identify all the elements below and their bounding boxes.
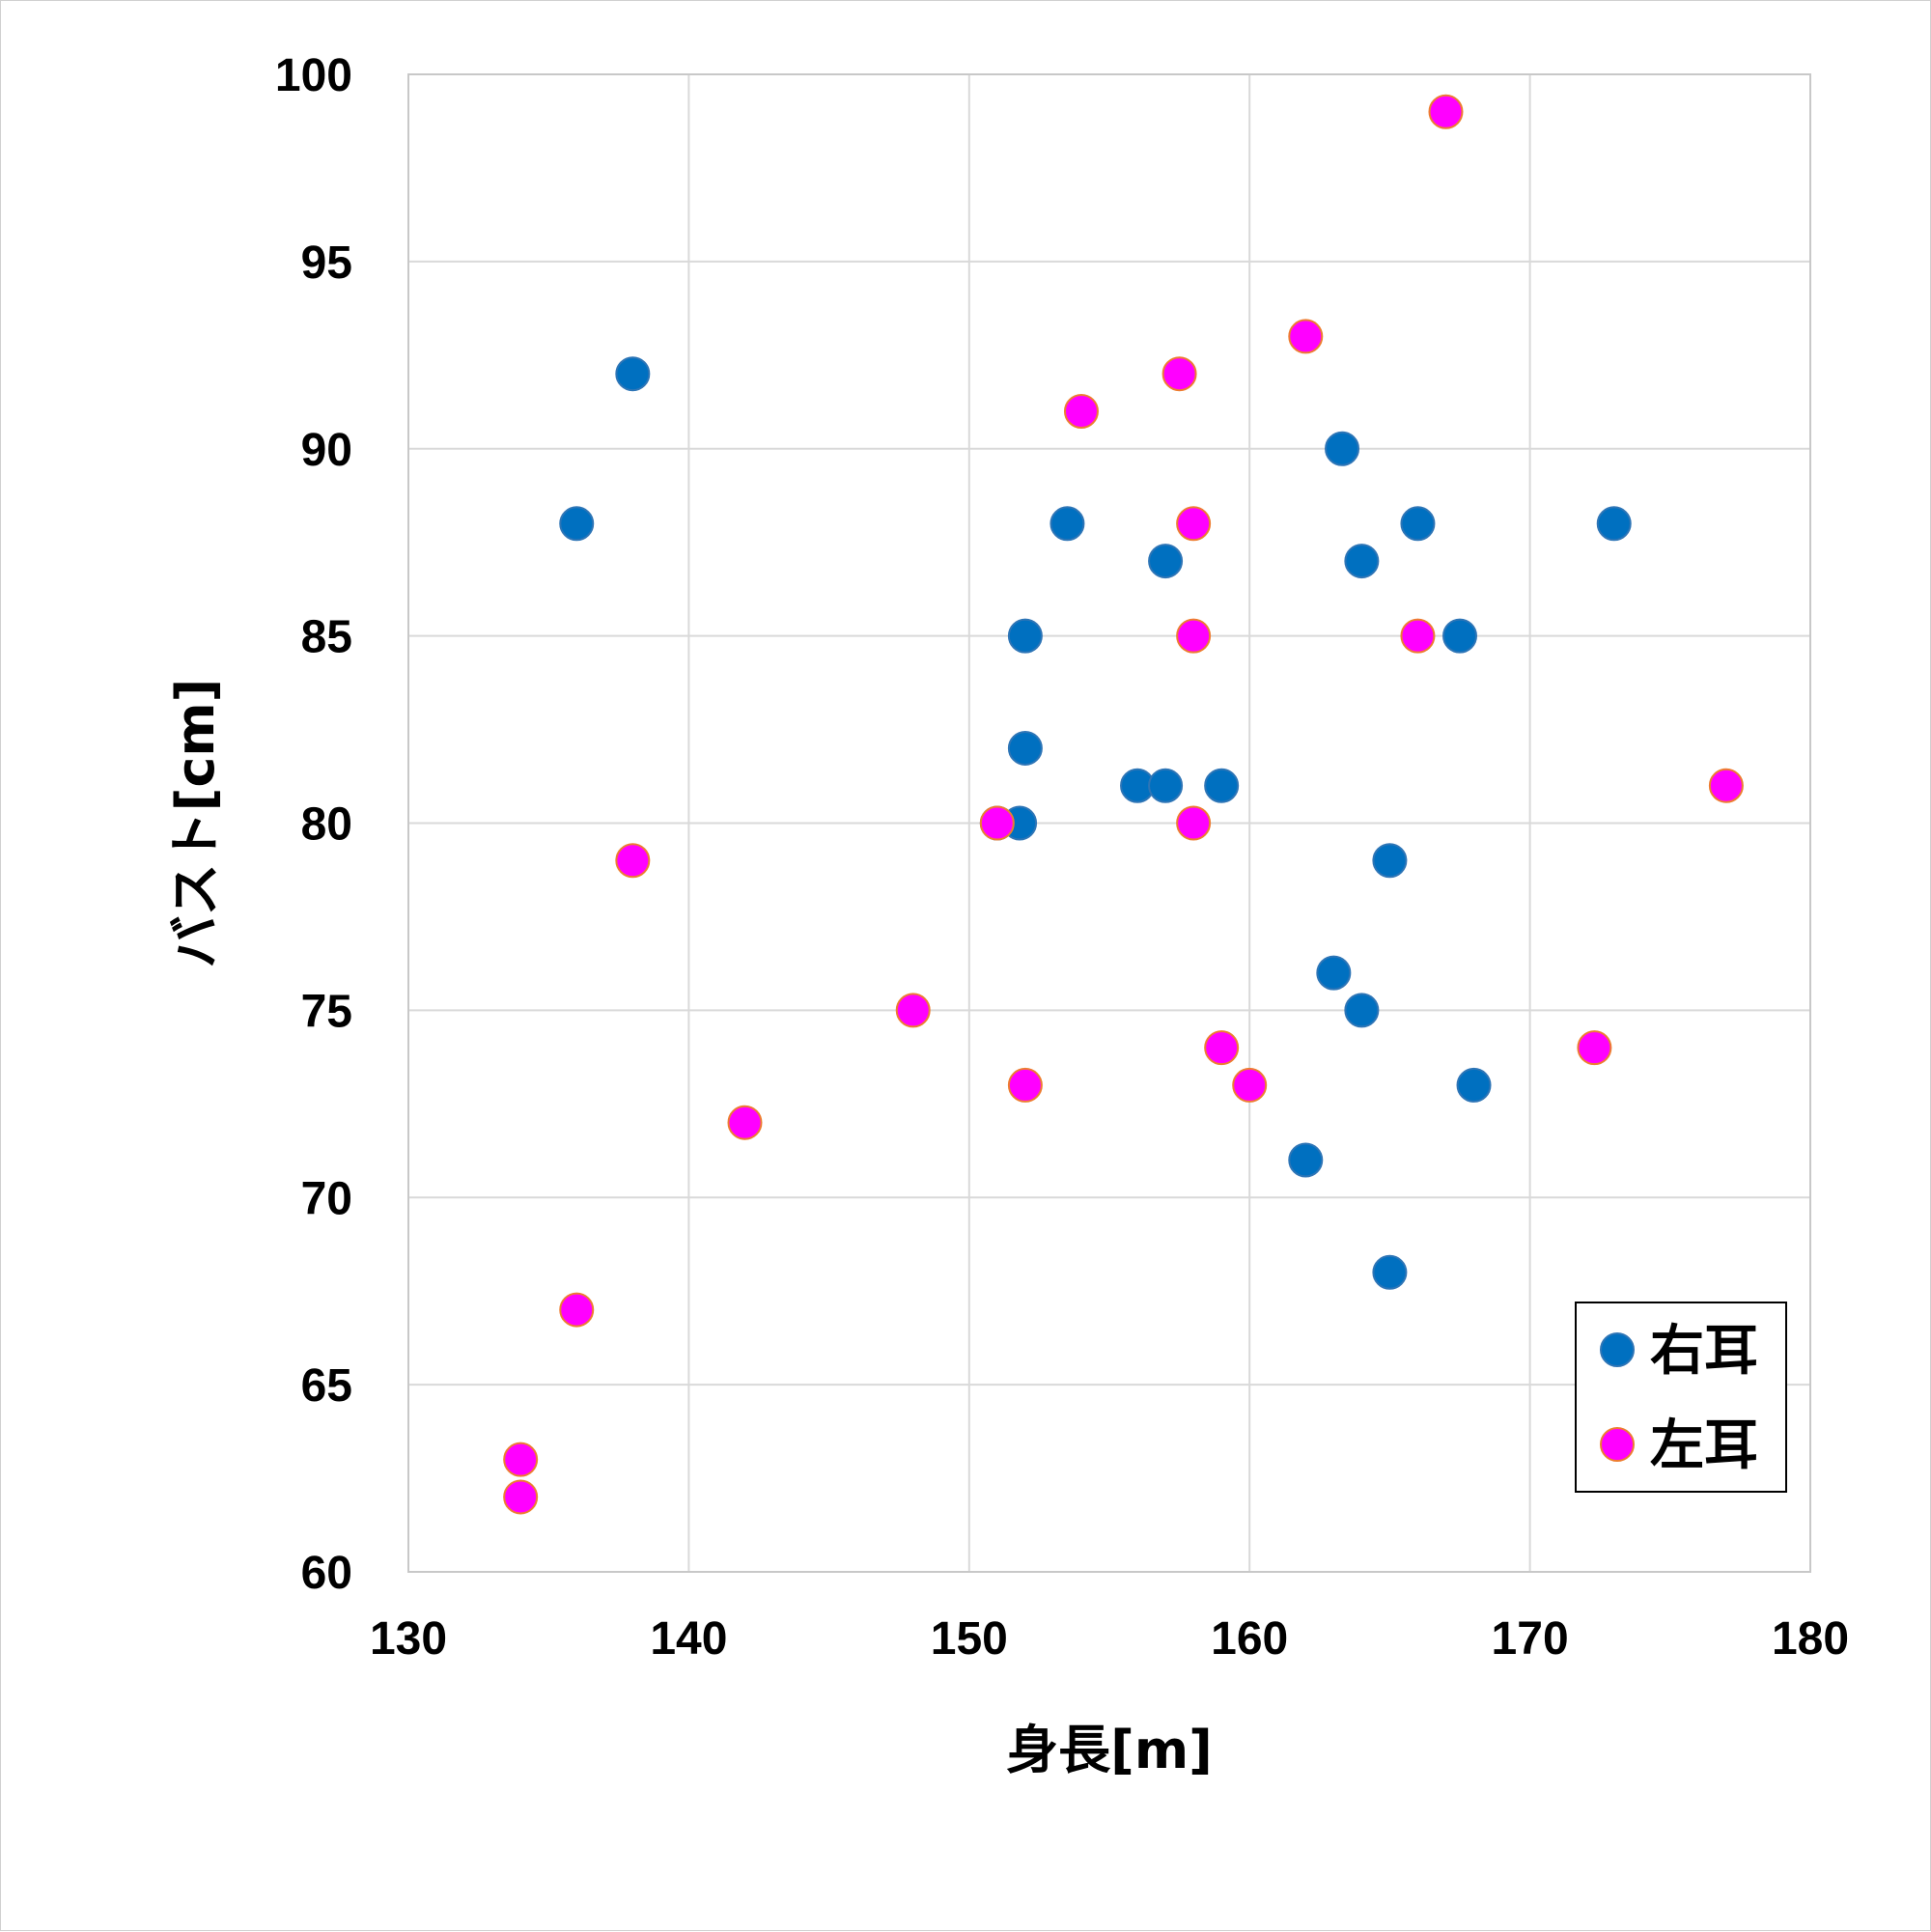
y-tick-label: 100 xyxy=(275,50,352,101)
x-axis-ticks: 130 140 150 160 170 180 xyxy=(370,1613,1849,1665)
legend-label-right-ear: 右耳 xyxy=(1650,1320,1758,1383)
data-point-series-1 xyxy=(1007,618,1043,654)
y-tick-label: 75 xyxy=(301,986,352,1037)
data-point-series-2 xyxy=(1176,805,1212,841)
data-point-series-2 xyxy=(1577,1030,1612,1066)
data-point-series-2 xyxy=(1288,319,1324,354)
data-point-series-2 xyxy=(615,843,651,879)
x-tick-label: 180 xyxy=(1772,1613,1849,1665)
y-tick-label: 70 xyxy=(301,1173,352,1224)
data-point-series-1 xyxy=(1148,544,1184,579)
x-axis-title: 身長[m] xyxy=(1006,1720,1213,1780)
y-tick-label: 90 xyxy=(301,425,352,476)
y-tick-label: 95 xyxy=(301,238,352,289)
y-tick-label: 85 xyxy=(301,612,352,663)
data-point-series-1 xyxy=(1400,506,1436,542)
y-tick-label: 60 xyxy=(301,1548,352,1599)
data-point-series-1 xyxy=(1372,1254,1408,1290)
data-point-series-2 xyxy=(503,1442,539,1477)
data-point-series-2 xyxy=(1176,618,1212,654)
data-point-series-1 xyxy=(1344,993,1380,1028)
legend-marker-left-ear xyxy=(1600,1427,1635,1462)
data-point-series-2 xyxy=(727,1105,763,1140)
data-point-series-2 xyxy=(503,1479,539,1515)
data-point-series-1 xyxy=(1204,768,1240,803)
legend-label-left-ear: 左耳 xyxy=(1650,1414,1758,1477)
data-point-series-1 xyxy=(1316,955,1352,991)
data-point-series-1 xyxy=(1456,1067,1492,1103)
plot-area xyxy=(407,73,1811,1573)
data-point-series-2 xyxy=(559,1292,595,1328)
x-tick-label: 150 xyxy=(931,1613,1008,1665)
data-point-series-1 xyxy=(615,356,651,392)
data-point-series-1 xyxy=(1596,506,1632,542)
x-tick-label: 160 xyxy=(1211,1613,1288,1665)
data-point-series-2 xyxy=(895,993,931,1028)
data-point-series-2 xyxy=(1161,356,1197,392)
data-point-series-1 xyxy=(1148,768,1184,803)
x-tick-label: 130 xyxy=(370,1613,447,1665)
x-tick-label: 140 xyxy=(650,1613,727,1665)
data-point-series-2 xyxy=(1400,618,1436,654)
data-point-series-1 xyxy=(1049,506,1085,542)
y-tick-label: 65 xyxy=(301,1360,352,1412)
data-point-series-2 xyxy=(1063,393,1099,429)
y-axis-ticks: 60 65 70 75 80 85 90 95 100 xyxy=(275,50,352,1599)
data-point-series-1 xyxy=(1344,544,1380,579)
data-point-series-1 xyxy=(1442,618,1477,654)
data-points xyxy=(503,94,1744,1515)
data-point-series-1 xyxy=(1325,431,1360,466)
legend-marker-right-ear xyxy=(1600,1332,1635,1367)
data-point-series-2 xyxy=(1232,1067,1268,1103)
grid-lines xyxy=(408,74,1810,1572)
data-point-series-2 xyxy=(1708,768,1744,803)
y-axis-title: バスト[cm] xyxy=(165,679,226,968)
data-point-series-2 xyxy=(1007,1067,1043,1103)
x-tick-label: 170 xyxy=(1492,1613,1569,1665)
data-point-series-2 xyxy=(1176,506,1212,542)
data-point-series-2 xyxy=(979,805,1015,841)
y-tick-label: 80 xyxy=(301,799,352,851)
data-point-series-2 xyxy=(1204,1030,1240,1066)
legend: 右耳 左耳 xyxy=(1575,1302,1787,1493)
data-point-series-1 xyxy=(559,506,595,542)
data-point-series-1 xyxy=(1288,1142,1324,1178)
data-point-series-1 xyxy=(1372,843,1408,879)
data-point-series-2 xyxy=(1428,94,1464,129)
data-point-series-1 xyxy=(1007,730,1043,766)
